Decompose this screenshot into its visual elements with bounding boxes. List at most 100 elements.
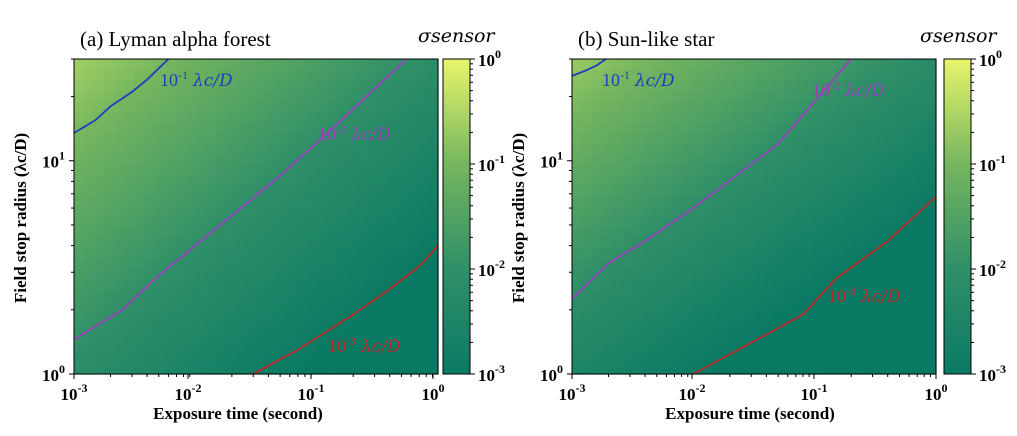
heatmap-cell (642, 269, 654, 281)
heatmap-cell (84, 143, 95, 155)
heatmap-cell (387, 342, 399, 354)
heatmap-cell (286, 353, 298, 365)
heatmap-cell (895, 174, 907, 186)
heatmap-cell (663, 342, 674, 354)
heatmap-cell (134, 185, 146, 197)
heatmap-cell (195, 237, 207, 249)
heatmap-cell (286, 216, 298, 228)
heatmap-cell (743, 143, 755, 155)
heatmap-cell (754, 279, 765, 291)
heatmap-cell (367, 143, 378, 155)
heatmap-cell (824, 59, 836, 71)
heatmap-cell (855, 111, 866, 123)
heatmap-cell (693, 279, 705, 291)
heatmap-cell (602, 290, 614, 302)
heatmap-cell (387, 80, 399, 92)
heatmap-cell (256, 279, 267, 291)
heatmap-cell (326, 363, 338, 375)
heatmap-cell (824, 143, 836, 155)
heatmap-cell (316, 174, 328, 186)
heatmap-cell (185, 101, 196, 113)
heatmap-cell (865, 132, 876, 144)
heatmap-cell (622, 332, 634, 344)
heatmap-cell (592, 111, 603, 123)
heatmap-cell (215, 227, 227, 239)
heatmap-cell (175, 332, 186, 344)
heatmap-cell (165, 227, 176, 239)
heatmap-cell (774, 342, 785, 354)
heatmap-cell (417, 258, 429, 270)
contour-label-exponent: -3 (846, 284, 856, 298)
heatmap-cell (895, 279, 907, 291)
heatmap-cell (235, 80, 247, 92)
heatmap-cell (205, 132, 217, 144)
heatmap-cell (347, 143, 358, 155)
heatmap-cell (347, 101, 358, 113)
heatmap-cell (925, 59, 937, 71)
heatmap-cell (225, 111, 237, 123)
heatmap-cell (296, 216, 308, 228)
heatmap-cell (417, 101, 429, 113)
heatmap-cell (632, 216, 644, 228)
heatmap-cell (256, 143, 267, 155)
heatmap-cell (723, 258, 735, 270)
heatmap-cell (855, 59, 866, 71)
heatmap-cell (266, 132, 277, 144)
heatmap-cell (397, 69, 409, 81)
heatmap-cell (733, 80, 745, 92)
heatmap-cell (683, 290, 694, 302)
heatmap-cell (357, 80, 368, 92)
heatmap-cell (895, 216, 907, 228)
heatmap-cell (377, 69, 389, 81)
heatmap-cell (834, 143, 846, 155)
heatmap-cell (266, 227, 277, 239)
heatmap-cell (336, 332, 348, 344)
heatmap-cell (794, 143, 806, 155)
heatmap-cell (225, 206, 237, 218)
heatmap-cell (296, 153, 308, 165)
contour-label-symbol: λc/D (192, 71, 233, 91)
heatmap-cell (592, 237, 603, 249)
heatmap-cell (824, 290, 836, 302)
heatmap-cell (387, 185, 399, 197)
heatmap-cell (185, 132, 196, 144)
x-axis-label: Exposure time (second) (153, 404, 323, 423)
heatmap-cell (652, 101, 664, 113)
heatmap-cell (824, 237, 836, 249)
heatmap-cell (764, 216, 775, 228)
heatmap-cell (124, 195, 136, 207)
heatmap-cell (612, 279, 624, 291)
heatmap-cell (165, 153, 176, 165)
heatmap-cell (774, 269, 785, 281)
heatmap-cell (632, 227, 644, 239)
heatmap-cell (235, 248, 247, 260)
heatmap-cell (905, 290, 917, 302)
heatmap-cell (347, 185, 358, 197)
heatmap-cell (316, 237, 328, 249)
heatmap-cell (367, 59, 378, 71)
heatmap-cell (622, 342, 634, 354)
heatmap-cell (296, 143, 308, 155)
heatmap-cell (733, 300, 745, 312)
heatmap-cell (733, 216, 745, 228)
heatmap-cell (592, 321, 603, 333)
heatmap-cell (245, 332, 257, 344)
heatmap-cell (925, 342, 937, 354)
heatmap-cell (326, 185, 338, 197)
heatmap-cell (235, 269, 247, 281)
heatmap-cell (703, 153, 715, 165)
heatmap-cell (572, 311, 583, 323)
heatmap-cell (134, 206, 146, 218)
heatmap-cell (417, 174, 429, 186)
heatmap-cell (865, 290, 876, 302)
heatmap-cell (407, 342, 419, 354)
heatmap-cell (743, 332, 755, 344)
heatmap-cell (387, 363, 399, 375)
heatmap-cell (175, 258, 186, 270)
heatmap-cell (235, 290, 247, 302)
heatmap-cell (754, 111, 765, 123)
heatmap-cell (417, 206, 429, 218)
contour-label-symbol: λc/D (350, 125, 391, 145)
x-ticks: 10-3 10-2 10-1 100 (559, 374, 948, 404)
heatmap-cell (266, 216, 277, 228)
